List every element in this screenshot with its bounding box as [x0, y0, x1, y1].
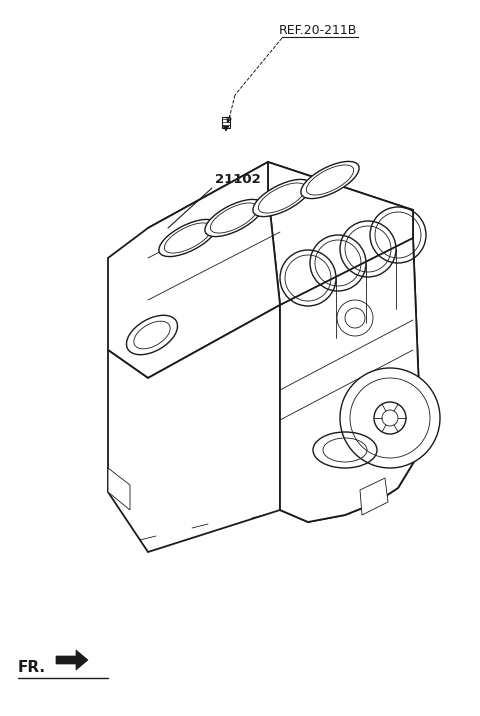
Polygon shape [108, 305, 280, 552]
Ellipse shape [126, 315, 178, 354]
Circle shape [345, 308, 365, 328]
Ellipse shape [301, 161, 359, 198]
Circle shape [382, 410, 398, 426]
Text: 21102: 21102 [215, 173, 261, 186]
Polygon shape [108, 468, 130, 510]
Ellipse shape [164, 223, 212, 253]
Ellipse shape [134, 321, 170, 349]
Circle shape [374, 402, 406, 434]
Polygon shape [148, 162, 413, 258]
Text: REF.20-211B: REF.20-211B [279, 24, 357, 37]
Ellipse shape [258, 183, 306, 213]
Circle shape [340, 368, 440, 468]
Polygon shape [108, 162, 280, 378]
Polygon shape [56, 650, 88, 670]
Polygon shape [222, 117, 230, 128]
Circle shape [350, 378, 430, 458]
Circle shape [337, 300, 373, 336]
Ellipse shape [306, 165, 354, 195]
Text: FR.: FR. [18, 660, 46, 675]
Ellipse shape [210, 203, 258, 233]
Polygon shape [223, 126, 229, 131]
Polygon shape [268, 162, 420, 522]
Polygon shape [280, 238, 420, 522]
Ellipse shape [159, 219, 217, 256]
Ellipse shape [253, 180, 311, 216]
Polygon shape [360, 478, 388, 515]
Ellipse shape [205, 200, 263, 236]
